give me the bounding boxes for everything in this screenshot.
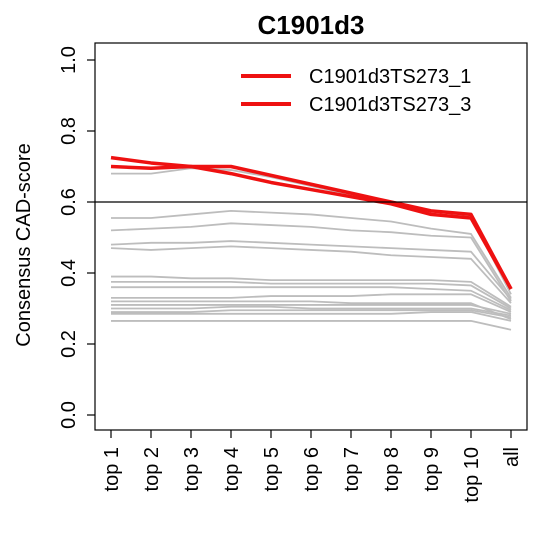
y-tick-label: 1.0 xyxy=(58,46,80,74)
plot-area: 0.0 0.2 0.4 0.6 0.8 1.0 top 1 top 2 top 3 top 4 to… xyxy=(58,42,528,503)
x-tick-label: top 1 xyxy=(101,447,123,491)
x-tick-label: top 2 xyxy=(141,447,163,491)
background-series-line xyxy=(111,300,512,320)
background-series-line xyxy=(111,309,512,319)
background-series-line xyxy=(111,305,512,317)
highlight-series-line xyxy=(110,155,513,290)
background-series-line xyxy=(111,275,512,308)
x-tick-label: all xyxy=(501,447,523,467)
background-series-line xyxy=(111,280,512,310)
y-tick-label: 0.4 xyxy=(58,259,80,287)
x-tick-label: top 7 xyxy=(341,447,363,491)
y-tick-label: 0.0 xyxy=(58,401,80,429)
x-tick-label: top 9 xyxy=(421,447,443,491)
background-series-line xyxy=(110,245,512,304)
y-tick-label: 0.2 xyxy=(58,330,80,358)
chart-title: C1901d3 xyxy=(258,10,365,40)
x-tick-label: top 5 xyxy=(261,447,283,491)
legend-label: C1901d3TS273_3 xyxy=(309,94,471,116)
x-tick-label: top 4 xyxy=(221,447,243,491)
background-series-line xyxy=(111,293,512,313)
highlight-series-line xyxy=(110,164,513,290)
y-axis-label: Consensus CAD-score xyxy=(13,143,35,346)
background-series-line xyxy=(111,320,512,331)
y-tick-label: 0.8 xyxy=(58,117,80,145)
background-series-line xyxy=(111,209,512,299)
x-tick-label: top 3 xyxy=(181,447,203,491)
y-tick-label: 0.6 xyxy=(58,188,80,216)
x-tick-label: top 8 xyxy=(381,447,403,491)
background-series-line xyxy=(111,304,512,315)
background-series-line xyxy=(110,222,512,302)
background-series-line xyxy=(110,240,512,301)
x-tick-label: top 10 xyxy=(461,447,483,503)
background-series-line xyxy=(111,311,512,322)
legend-label: C1901d3TS273_1 xyxy=(309,66,471,88)
x-tick-label: top 6 xyxy=(301,447,323,491)
background-series-line xyxy=(111,286,512,312)
